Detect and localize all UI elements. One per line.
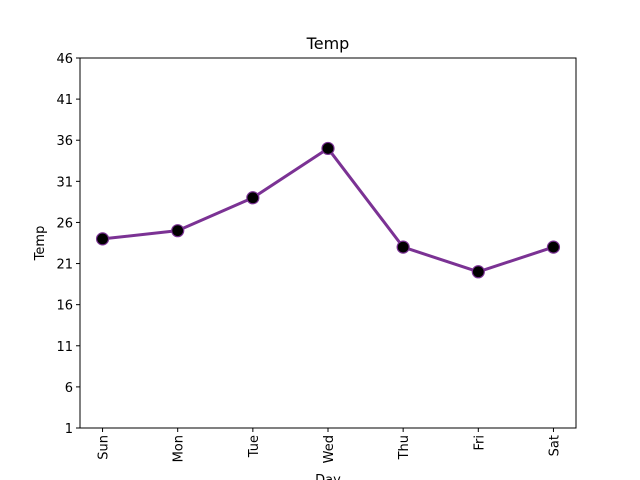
y-tick-label: 21 bbox=[56, 258, 73, 273]
line bbox=[102, 146, 554, 274]
x-tick-label: Wed bbox=[322, 435, 337, 463]
y-tick-label: 1 bbox=[65, 422, 73, 437]
y-axis-label: Temp bbox=[33, 226, 48, 262]
point bbox=[321, 141, 335, 156]
x-tick-label: Fri bbox=[472, 435, 487, 451]
point bbox=[396, 240, 410, 254]
y-tick-label: 16 bbox=[56, 299, 73, 314]
y-tick-label: 46 bbox=[56, 52, 73, 67]
x-tick-label: Sun bbox=[97, 435, 112, 460]
point bbox=[95, 232, 110, 246]
y-tick-label: 11 bbox=[56, 340, 73, 355]
plot-frame bbox=[79, 57, 577, 429]
point bbox=[171, 224, 185, 238]
y-tick-label: 31 bbox=[56, 175, 73, 190]
chart-title: Temp bbox=[306, 34, 350, 53]
y-tick-label: 36 bbox=[56, 134, 73, 149]
point bbox=[546, 240, 561, 254]
x-tick-label: Sat bbox=[547, 435, 562, 456]
point bbox=[246, 191, 260, 205]
x-axis-label: Day bbox=[315, 473, 341, 480]
x-tick-label: Mon bbox=[172, 435, 187, 462]
y-tick-label: 26 bbox=[56, 216, 73, 231]
y-tick-label: 6 bbox=[65, 381, 73, 396]
point bbox=[471, 265, 485, 279]
x-tick-label: Tue bbox=[247, 435, 262, 458]
x-tick-label: Thu bbox=[397, 435, 412, 460]
y-tick-label: 41 bbox=[56, 93, 73, 108]
